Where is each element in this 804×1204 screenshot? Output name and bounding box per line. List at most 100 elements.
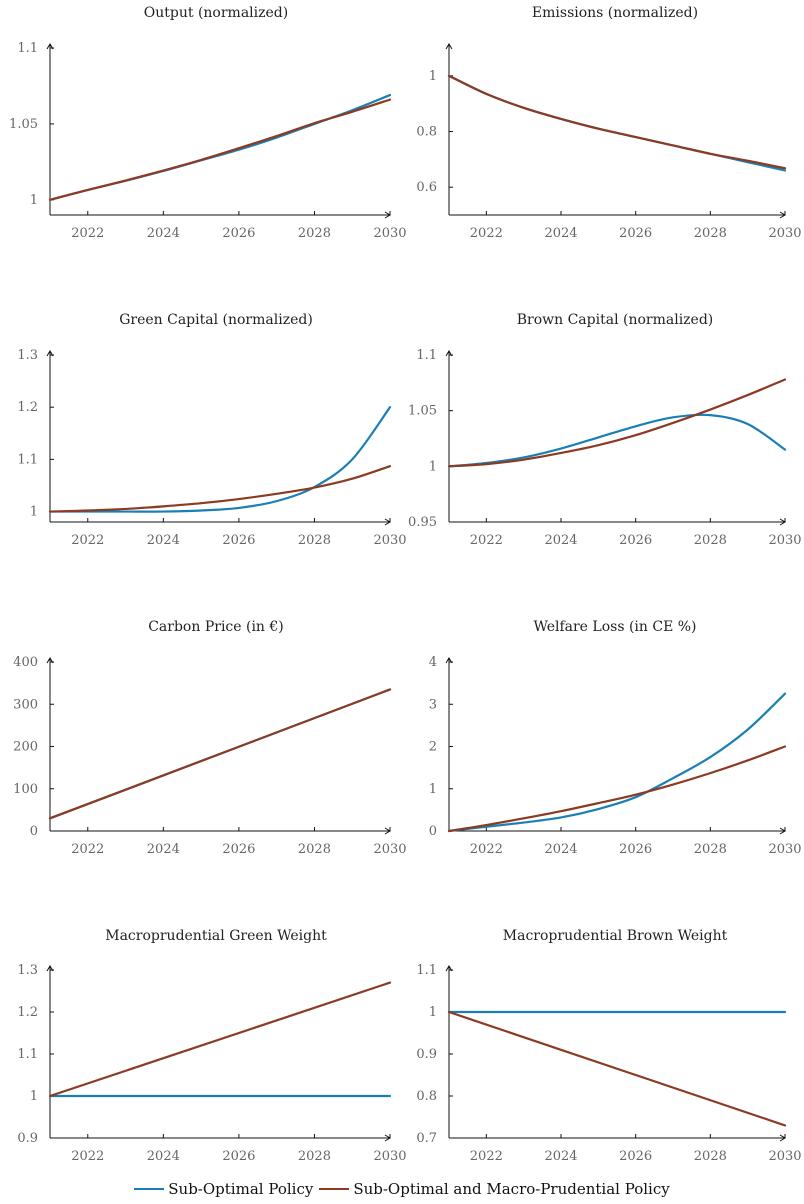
y-tick-label: 0.8: [416, 125, 437, 140]
x-tick-label: 2024: [147, 533, 180, 548]
x-tick-label: 2030: [373, 226, 406, 241]
x-tick-label: 2024: [544, 1149, 577, 1164]
panel-title: Brown Capital (normalized): [517, 312, 714, 328]
y-tick-label: 1.3: [17, 963, 38, 978]
y-tick-label: 1: [429, 459, 437, 474]
legend-item-macro-prudential: Sub-Optimal and Macro-Prudential Policy: [319, 1180, 670, 1198]
x-tick-label: 2022: [470, 842, 503, 857]
chart-panel-4: Brown Capital (normalized) 2022 2024 2026 20…: [408, 312, 802, 548]
y-tick-label: 0: [30, 824, 38, 839]
y-tick-label: 1: [30, 505, 38, 520]
y-tick-label: 3: [429, 697, 437, 712]
x-tick-label: 2024: [544, 842, 577, 857]
y-tick-label: 1.3: [17, 348, 38, 363]
x-tick-label: 2026: [222, 533, 255, 548]
y-tick-label: 1.1: [416, 963, 437, 978]
y-tick-label: 400: [13, 655, 38, 670]
y-tick-label: 1.05: [9, 117, 38, 132]
x-tick-label: 2030: [768, 533, 801, 548]
x-tick-label: 2022: [71, 1149, 104, 1164]
x-tick-label: 2024: [147, 1149, 180, 1164]
y-axis-arrow: [445, 965, 453, 972]
legend: Sub-Optimal Policy Sub-Optimal and Macro…: [0, 1178, 804, 1200]
y-tick-label: 1.1: [17, 452, 38, 467]
x-tick-label: 2030: [768, 226, 801, 241]
y-tick-label: 1.2: [17, 400, 38, 415]
y-tick-label: 1: [30, 193, 38, 208]
x-tick-label: 2024: [544, 226, 577, 241]
chart-panel-1: Output (normalized) 2022 2024 2026 2028 2030 1…: [9, 5, 407, 241]
x-tick-label: 2030: [768, 842, 801, 857]
chart-panel-7: Macroprudential Green Weight 2022 2024 2026…: [17, 928, 406, 1164]
x-tick-label: 2026: [619, 226, 652, 241]
y-axis-arrow: [46, 43, 54, 50]
y-tick-label: 1.1: [416, 348, 437, 363]
y-tick-label: 0.9: [17, 1131, 38, 1146]
y-tick-label: 0.95: [408, 515, 437, 530]
x-tick-label: 2030: [373, 842, 406, 857]
chart-panel-6: Welfare Loss (in CE %)2022 2024 2026 2028 20…: [429, 619, 802, 857]
series-line-sub-optimal: [447, 692, 787, 833]
x-tick-label: 2022: [470, 1149, 503, 1164]
panel-title: Macroprudential Brown Weight: [503, 928, 728, 944]
legend-swatch-macro-prudential: [319, 1188, 350, 1190]
panel-title: Output (normalized): [144, 5, 288, 21]
series-line-macro-prudential: [447, 378, 787, 468]
x-tick-label: 2030: [373, 533, 406, 548]
panel-title: Carbon Price (in €): [148, 619, 284, 635]
x-tick-label: 2028: [298, 1149, 331, 1164]
x-tick-label: 2028: [694, 226, 727, 241]
x-tick-label: 2022: [470, 226, 503, 241]
y-tick-label: 300: [13, 697, 38, 712]
legend-label-sub-optimal: Sub-Optimal Policy: [168, 1180, 314, 1198]
panel-title: Green Capital (normalized): [119, 312, 313, 328]
series-line-sub-optimal: [48, 406, 392, 513]
x-tick-label: 2028: [694, 842, 727, 857]
series-line-macro-prudential: [48, 688, 392, 820]
x-tick-label: 2026: [619, 842, 652, 857]
chart-grid: Output (normalized) 2022 2024 2026 2028 2030 1…: [9, 5, 802, 1164]
legend-swatch-sub-optimal: [134, 1188, 165, 1190]
y-tick-label: 100: [13, 782, 38, 797]
y-tick-label: 1: [429, 69, 437, 84]
x-tick-label: 2028: [298, 226, 331, 241]
y-tick-label: 1.1: [17, 1047, 38, 1062]
y-axis-arrow: [445, 43, 453, 50]
series-line-macro-prudential: [48, 465, 392, 513]
series-line-sub-optimal: [447, 74, 787, 172]
x-tick-label: 2024: [544, 533, 577, 548]
y-axis-arrow: [46, 350, 54, 357]
series-line-macro-prudential: [447, 74, 787, 170]
x-tick-label: 2024: [147, 842, 180, 857]
x-tick-label: 2030: [373, 1149, 406, 1164]
y-axis-arrow: [445, 657, 453, 664]
y-tick-label: 0.9: [416, 1047, 437, 1062]
series-line-macro-prudential: [48, 98, 392, 201]
x-tick-label: 2026: [619, 1149, 652, 1164]
x-tick-label: 2026: [222, 842, 255, 857]
x-tick-label: 2022: [71, 226, 104, 241]
y-tick-label: 0.8: [416, 1089, 437, 1104]
x-tick-label: 2022: [470, 533, 503, 548]
y-tick-label: 200: [13, 740, 38, 755]
y-axis-arrow: [46, 965, 54, 972]
chart-panel-5: Carbon Price (in €) 2022 2024 2026 2028 2030 0…: [13, 619, 406, 857]
x-tick-label: 2026: [222, 226, 255, 241]
y-axis-arrow: [46, 657, 54, 664]
y-tick-label: 1.05: [408, 404, 437, 419]
chart-panel-8: Macroprudential Brown Weight 2022 2024 2026…: [416, 928, 801, 1164]
x-tick-label: 2028: [298, 533, 331, 548]
x-tick-label: 2028: [298, 842, 331, 857]
x-tick-label: 2028: [694, 1149, 727, 1164]
y-tick-label: 1: [429, 782, 437, 797]
y-axis-arrow: [445, 350, 453, 357]
y-tick-label: 0.6: [416, 180, 437, 195]
chart-panel-2: Emissions (normalized) 2022 2024 2026 2028 20…: [416, 5, 801, 241]
y-tick-label: 0: [429, 824, 437, 839]
x-tick-label: 2022: [71, 533, 104, 548]
chart-panel-3: Green Capital (normalized) 2022 2024 2026 20…: [17, 312, 406, 548]
y-tick-label: 0.7: [416, 1131, 437, 1146]
y-tick-label: 4: [429, 655, 437, 670]
series-line-macro-prudential: [447, 1010, 787, 1127]
y-tick-label: 1.1: [17, 41, 38, 56]
